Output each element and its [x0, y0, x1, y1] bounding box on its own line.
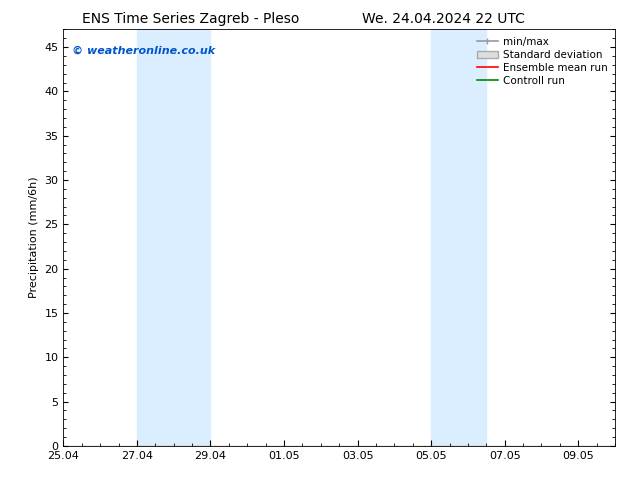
Text: We. 24.04.2024 22 UTC: We. 24.04.2024 22 UTC: [363, 12, 525, 26]
Y-axis label: Precipitation (mm/6h): Precipitation (mm/6h): [29, 177, 39, 298]
Bar: [431, 29, 486, 446]
Text: ENS Time Series Zagreb - Pleso: ENS Time Series Zagreb - Pleso: [82, 12, 299, 26]
Legend: min/max, Standard deviation, Ensemble mean run, Controll run: min/max, Standard deviation, Ensemble me…: [473, 32, 612, 90]
Text: © weatheronline.co.uk: © weatheronline.co.uk: [72, 46, 215, 56]
Bar: [137, 29, 210, 446]
